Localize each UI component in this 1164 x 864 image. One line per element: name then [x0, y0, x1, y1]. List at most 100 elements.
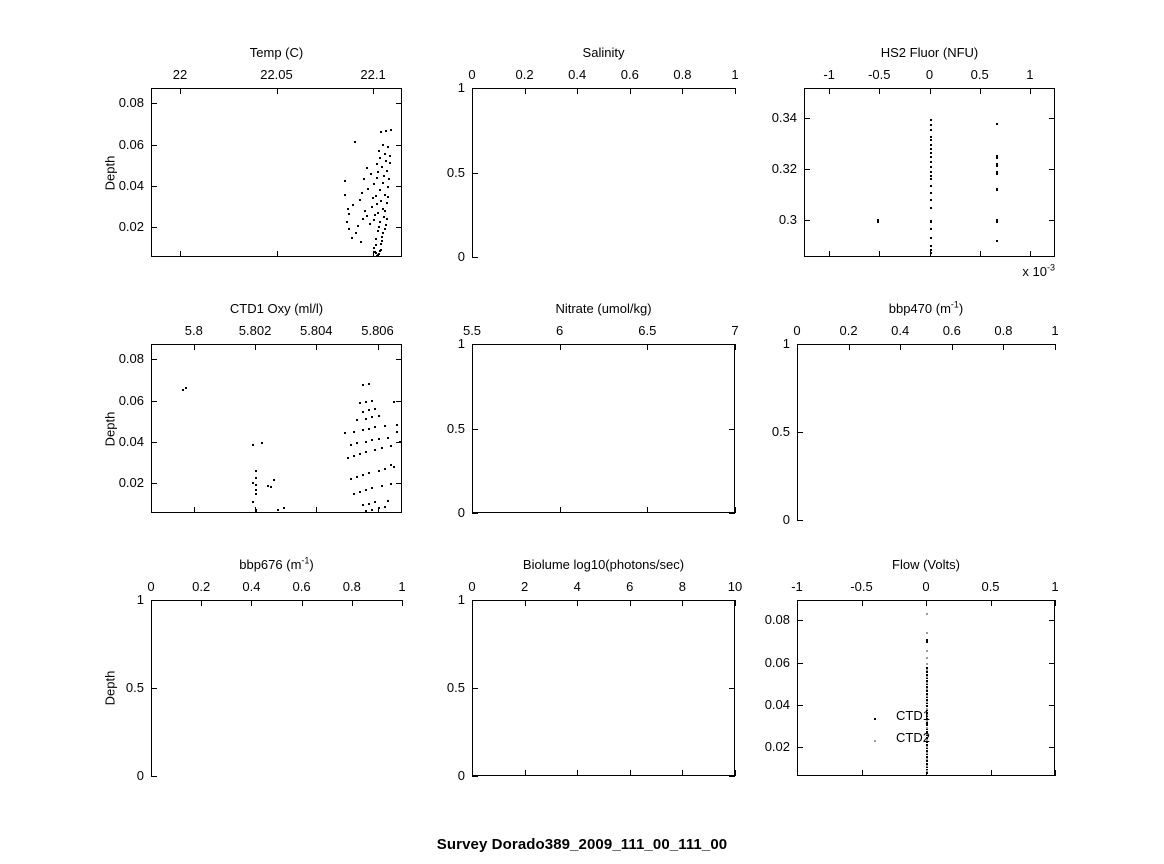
panel-ctd1-oxy-ml-l: CTD1 Oxy (ml/l) 5.8 5.802 5.804 5.806 0.02 0.0… — [103, 302, 402, 513]
xtick-label-flow-volts-1: -0.5 — [850, 579, 873, 594]
ytick-nitrate-umol-kg-1 — [472, 428, 478, 430]
xtick-biolume-log10-photons-sec-5 — [735, 600, 736, 606]
xtick-label-flow-volts-0: -1 — [791, 579, 803, 594]
ytick-right-nitrate-umol-kg-1 — [729, 428, 735, 430]
xtick-bottom-flow-volts-4 — [1055, 770, 1056, 776]
ytick-right-temp-c-0 — [396, 227, 402, 229]
xtick-salinity-2 — [577, 88, 579, 94]
xtick-nitrate-umol-kg-0 — [472, 344, 473, 350]
xtick-bbp470-m-1-4 — [1003, 344, 1005, 350]
xtick-label-nitrate-umol-kg-3: 7 — [731, 323, 739, 338]
ytick-salinity-0 — [472, 257, 478, 258]
xtick-salinity-1 — [524, 88, 526, 94]
xtick-label-biolume-log10-photons-sec-2: 4 — [573, 579, 581, 594]
xtick-salinity-0 — [472, 88, 473, 94]
ytick-flow-volts-0 — [797, 747, 803, 749]
ytick-label-nitrate-umol-kg-1: 0.5 — [446, 420, 465, 436]
legend-marker-icon — [874, 718, 876, 720]
xtick-label-bbp676-m-1-1: 0.2 — [192, 579, 211, 594]
ytick-label-hs2-fluor-nfu-1: 0.32 — [771, 161, 797, 177]
xtick-flow-volts-1 — [861, 600, 863, 606]
xtick-label-biolume-log10-photons-sec-4: 8 — [678, 579, 687, 594]
xtick-biolume-log10-photons-sec-3 — [629, 600, 631, 606]
ytick-right-flow-volts-2 — [1049, 662, 1055, 664]
xtick-bottom-temp-c-2 — [373, 251, 375, 257]
xtick-flow-volts-4 — [1055, 600, 1056, 606]
panel-bbp676-m-1: bbp676 (m-1) 0 0.2 0.4 0.6 0.8 1 0 0.5 1 Depth — [103, 556, 406, 782]
xtick-label-hs2-fluor-nfu-1: -0.5 — [868, 67, 891, 82]
yaxis-label-ctd1-oxy-ml-l: Depth — [103, 411, 118, 446]
ytick-label-flow-volts-1: 0.04 — [764, 696, 790, 712]
ytick-label-temp-c-1: 0.04 — [118, 177, 144, 193]
yaxis-label-temp-c: Depth — [103, 155, 118, 190]
xtick-nitrate-umol-kg-1 — [559, 344, 561, 350]
ytick-temp-c-2 — [151, 144, 157, 146]
xtick-label-biolume-log10-photons-sec-0: 0 — [468, 579, 476, 594]
ytick-right-flow-volts-0 — [1049, 747, 1055, 749]
xtick-bbp470-m-1-0 — [797, 344, 798, 350]
ytick-right-temp-c-2 — [396, 144, 402, 146]
xtick-label-ctd1-oxy-ml-l-2: 5.804 — [300, 323, 333, 338]
xtick-label-bbp470-m-1-0: 0 — [793, 323, 801, 338]
ytick-right-hs2-fluor-nfu-2 — [1049, 118, 1055, 120]
xtick-salinity-5 — [735, 88, 736, 94]
xtick-label-ctd1-oxy-ml-l-0: 5.8 — [184, 323, 203, 338]
ytick-label-flow-volts-0: 0.02 — [764, 739, 790, 755]
xtick-bottom-hs2-fluor-nfu-2 — [929, 251, 931, 257]
xtick-temp-c-0 — [179, 88, 181, 94]
xtick-label-bbp676-m-1-4: 0.8 — [342, 579, 361, 594]
xtick-bottom-nitrate-umol-kg-3 — [735, 507, 736, 513]
xtick-bottom-hs2-fluor-nfu-4 — [1029, 251, 1031, 257]
legend-label: CTD2 — [896, 730, 930, 745]
ytick-biolume-log10-photons-sec-2 — [472, 600, 478, 601]
xtick-nitrate-umol-kg-3 — [735, 344, 736, 350]
panel-title-biolume-log10-photons-sec: Biolume log10(photons/sec) — [522, 557, 685, 572]
ytick-label-bbp470-m-1-1: 0.5 — [771, 424, 790, 439]
xtick-label-hs2-fluor-nfu-0: -1 — [823, 67, 835, 82]
panel-title-tail: ) — [958, 301, 964, 316]
panel-title-superscript: -1 — [301, 555, 310, 566]
ytick-hs2-fluor-nfu-1 — [804, 169, 810, 171]
ytick-nitrate-umol-kg-2 — [472, 344, 478, 345]
ytick-label-bbp470-m-1-0: 0 — [782, 512, 790, 527]
xtick-bottom-ctd1-oxy-ml-l-3 — [377, 507, 379, 513]
ytick-flow-volts-3 — [797, 620, 803, 622]
ytick-label-ctd1-oxy-ml-l-0: 0.02 — [118, 475, 144, 491]
yaxis-label-bbp676-m-1: Depth — [103, 670, 118, 706]
ytick-label-ctd1-oxy-ml-l-1: 0.04 — [118, 433, 144, 449]
panel-title-bbp470-m-1: bbp470 (m-1) — [889, 300, 964, 316]
ytick-hs2-fluor-nfu-2 — [804, 118, 810, 120]
xtick-bottom-biolume-log10-photons-sec-5 — [735, 770, 736, 776]
ytick-label-flow-volts-2: 0.06 — [764, 654, 790, 670]
xtick-flow-volts-0 — [797, 600, 798, 606]
xtick-label-bbp676-m-1-5: 1 — [398, 579, 406, 594]
panel-title-nitrate-umol-kg: Nitrate (umol/kg) — [555, 301, 652, 316]
xtick-biolume-log10-photons-sec-1 — [524, 600, 526, 606]
xtick-label-hs2-fluor-nfu-2: 0 — [925, 67, 934, 82]
ytick-nitrate-umol-kg-0 — [472, 513, 478, 514]
xtick-hs2-fluor-nfu-0 — [829, 88, 831, 94]
xtick-bbp676-m-1-1 — [201, 600, 203, 606]
ytick-label-bbp470-m-1-2: 1 — [782, 336, 790, 351]
ytick-salinity-1 — [472, 172, 478, 174]
axes-frame-temp-c — [151, 88, 402, 257]
xtick-bottom-ctd1-oxy-ml-l-2 — [316, 507, 318, 513]
xtick-biolume-log10-photons-sec-4 — [682, 600, 684, 606]
axis-exponent-base: x 10 — [1022, 264, 1047, 279]
xtick-label-ctd1-oxy-ml-l-3: 5.806 — [361, 323, 394, 338]
axes-frame-salinity — [472, 88, 735, 257]
ytick-flow-volts-2 — [797, 662, 803, 664]
xtick-bbp470-m-1-1 — [848, 344, 850, 350]
xtick-label-salinity-4: 0.8 — [673, 67, 692, 82]
ytick-right-ctd1-oxy-ml-l-0 — [396, 483, 402, 485]
xtick-label-flow-volts-4: 1 — [1051, 579, 1059, 594]
ytick-label-salinity-2: 1 — [457, 80, 465, 95]
axes-frame-hs2-fluor-nfu — [804, 88, 1055, 257]
ytick-ctd1-oxy-ml-l-1 — [151, 441, 157, 443]
xtick-hs2-fluor-nfu-3 — [979, 88, 981, 94]
xtick-bottom-biolume-log10-photons-sec-4 — [682, 770, 684, 776]
ytick-right-ctd1-oxy-ml-l-2 — [396, 400, 402, 402]
xtick-label-hs2-fluor-nfu-3: 0.5 — [970, 67, 989, 82]
xtick-label-salinity-1: 0.2 — [515, 67, 534, 82]
ytick-label-biolume-log10-photons-sec-2: 1 — [457, 592, 465, 607]
